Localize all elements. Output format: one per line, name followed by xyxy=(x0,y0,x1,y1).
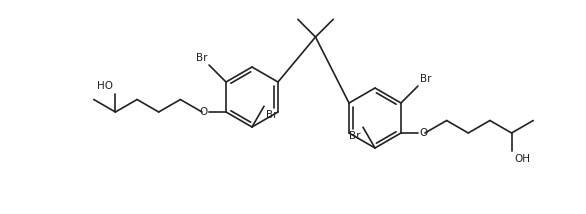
Text: Br: Br xyxy=(266,110,278,120)
Text: Br: Br xyxy=(420,74,431,84)
Text: Br: Br xyxy=(349,131,361,141)
Text: O: O xyxy=(419,128,427,138)
Text: OH: OH xyxy=(515,154,530,164)
Text: Br: Br xyxy=(196,53,207,63)
Text: HO: HO xyxy=(97,81,114,91)
Text: O: O xyxy=(200,107,208,117)
